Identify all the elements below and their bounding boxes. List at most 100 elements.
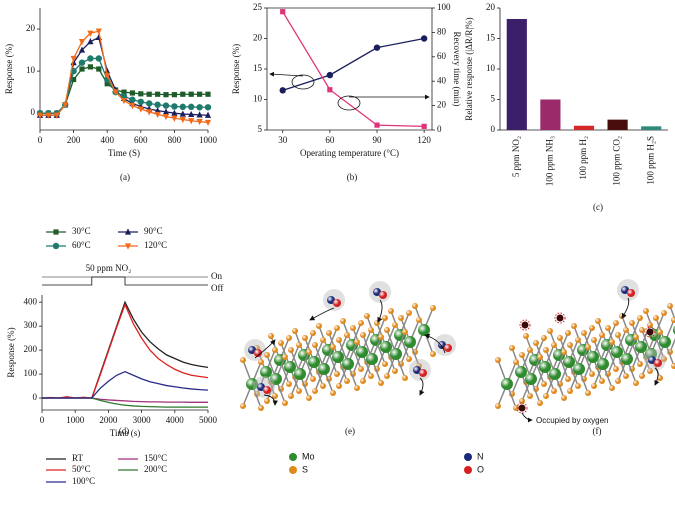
sulfur-atom <box>272 347 278 353</box>
x-tick-label: 0 <box>38 135 43 145</box>
marker <box>78 46 86 53</box>
panel-caption: (c) <box>593 202 603 212</box>
sulfur-atom <box>296 388 302 394</box>
marker <box>327 87 333 93</box>
sulfur-atom <box>647 322 653 328</box>
on-label: On <box>211 271 222 281</box>
sulfur-atom <box>402 375 408 381</box>
marker <box>146 109 153 116</box>
sulfur-atom <box>581 330 587 336</box>
mo-atom <box>501 378 513 390</box>
sulfur-atom <box>306 395 312 401</box>
legend-atom <box>464 466 472 474</box>
marker <box>188 118 195 125</box>
marker <box>280 9 286 15</box>
panel-caption: (e) <box>345 426 355 436</box>
sulfur-atom <box>541 335 547 341</box>
sulfur-atom <box>513 405 519 411</box>
y-tick-label: 100 <box>24 368 38 378</box>
x-tick-label: 30 <box>278 135 288 145</box>
sulfur-atom <box>571 323 577 329</box>
panel-caption: (f) <box>593 426 602 436</box>
sulfur-atom <box>637 315 643 321</box>
sulfur-atom <box>541 381 547 387</box>
n-atom <box>373 288 381 296</box>
sulfur-atom <box>268 333 274 339</box>
n-atom <box>413 366 421 374</box>
y-tick-label: 25 <box>253 2 263 12</box>
occupied-atom <box>556 314 564 322</box>
legend-label: 60°C <box>72 240 91 250</box>
occupied-atom <box>521 321 529 329</box>
sulfur-atom <box>637 361 643 367</box>
mo-atom <box>270 373 282 385</box>
sulfur-atom <box>416 317 422 323</box>
marker <box>71 76 77 83</box>
sulfur-atom <box>406 310 412 316</box>
sulfur-atom <box>392 322 398 328</box>
marker <box>180 91 186 97</box>
sulfur-atom <box>384 327 390 333</box>
sulfur-atom <box>384 373 390 379</box>
marker <box>112 89 119 96</box>
callout-ellipse <box>337 95 361 111</box>
sulfur-atom <box>547 328 553 334</box>
legend-label: RT <box>72 453 83 463</box>
o-atom <box>627 289 635 297</box>
sulfur-atom <box>334 325 340 331</box>
mo-atom <box>587 351 599 363</box>
marker <box>171 103 178 110</box>
y-tick-label: 300 <box>24 320 38 330</box>
n-atom <box>648 356 656 364</box>
marker <box>78 59 86 66</box>
sulfur-atom <box>653 315 659 321</box>
marker <box>171 115 178 122</box>
marker <box>196 118 203 126</box>
y2-tick-label: 100 <box>437 2 451 12</box>
occupied-ring <box>519 319 531 331</box>
marker <box>373 44 381 51</box>
marker <box>155 91 161 97</box>
y-tick-label: 400 <box>24 296 38 306</box>
legend-atom-label: S <box>302 464 308 474</box>
marker <box>137 98 144 106</box>
mo-atom <box>563 356 575 368</box>
sulfur-atom <box>533 340 539 346</box>
sulfur-atom <box>567 388 573 394</box>
sulfur-atom <box>320 337 326 343</box>
off-label: Off <box>211 283 223 293</box>
sulfur-atom <box>288 393 294 399</box>
marker <box>162 102 170 109</box>
y2-tick-label: 40 <box>437 75 447 85</box>
marker <box>96 66 102 72</box>
sulfur-atom <box>354 385 360 391</box>
sulfur-atom <box>286 335 292 341</box>
marker <box>188 110 195 118</box>
mo-atom <box>611 346 623 358</box>
sulfur-atom <box>326 330 332 336</box>
mo-atom <box>539 361 551 373</box>
y-tick-label: 10 <box>26 65 36 75</box>
sulfur-atom <box>543 393 549 399</box>
n-atom <box>327 296 335 304</box>
sulfur-atom <box>519 352 525 358</box>
sulfur-atom <box>334 371 340 377</box>
o-atom <box>444 344 452 352</box>
legend-label: 50°C <box>72 464 91 474</box>
sulfur-atom <box>615 332 621 338</box>
marker <box>36 112 44 119</box>
marker <box>138 91 144 97</box>
sulfur-atom <box>609 385 615 391</box>
bar <box>607 119 628 130</box>
marker <box>95 55 103 62</box>
marker <box>204 111 212 118</box>
y2-tick-label: 20 <box>437 100 447 110</box>
marker <box>162 108 170 115</box>
sulfur-atom <box>364 313 370 319</box>
legend-atom-label: N <box>477 451 484 461</box>
sulfur-atom <box>647 368 653 374</box>
x-tick-label: 0 <box>40 415 45 425</box>
mo-atom <box>332 351 344 363</box>
x-tick-label: 90 <box>373 135 383 145</box>
motion-arrow <box>424 333 446 354</box>
